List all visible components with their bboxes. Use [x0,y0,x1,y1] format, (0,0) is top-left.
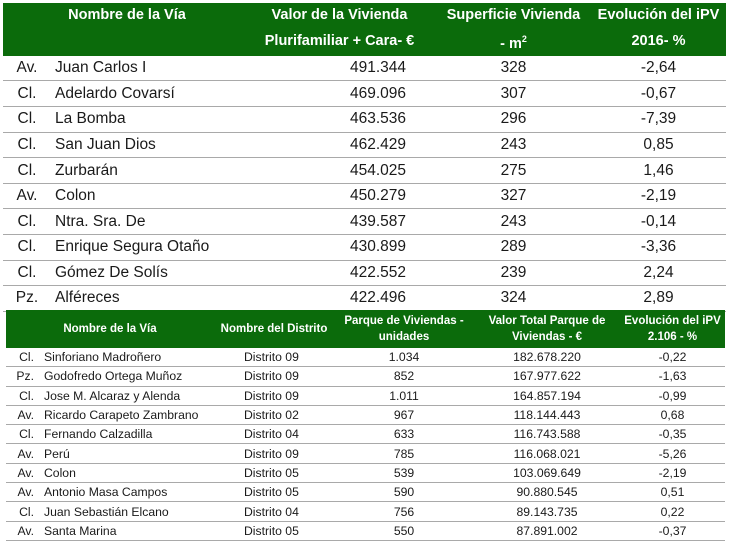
table1-header-row-2: Plurifamiliar + Cara- € - m2 2016- % [3,27,726,56]
table-row: Cl. Juan Sebastián Elcano Distrito 04 75… [6,501,725,522]
table2-header-row: Nombre de la Vía Nombre del Distrito Par… [6,310,725,348]
table-row: Cl. Fernando Calzadilla Distrito 04 633 … [6,424,725,445]
table-row: Cl. Adelardo Covarsí 469.096 307 -0,67 [3,80,726,108]
t1-header-value: Valor de la Vivienda [271,7,408,23]
table-row: Cl. Jose M. Alcaraz y Alenda Distrito 09… [6,386,725,406]
t1-header-street: Nombre de la Vía [68,7,186,23]
t2-header-units: Parque de Viviendas - unidades [344,315,464,343]
table-row: Av. Antonio Masa Campos Distrito 05 590 … [6,482,725,503]
t1-header-surface: Superficie Vivienda [446,7,581,23]
table-row: Av. Colon 450.279 327 -2,19 [3,183,726,210]
housing-stock-table: Nombre de la Vía Nombre del Distrito Par… [6,310,725,541]
table-row: Cl. La Bomba 463.536 296 -7,39 [3,106,726,133]
housing-value-table: Nombre de la Vía Valor de la Vivienda Su… [3,3,726,312]
table-row: Cl. San Juan Dios 462.429 243 0,85 [3,132,726,159]
table-row: Av. Colon Distrito 05 539 103.069.649 -2… [6,463,725,484]
t1-header-surface-sub: - m2 [500,34,527,52]
t2-header-district: Nombre del Distrito [220,323,328,335]
table-row: Cl. Ntra. Sra. De 439.587 243 -0,14 [3,208,726,235]
t2-header-ipv: Evolución del iPV 2.106 - % [624,315,721,343]
table-row: Av. Santa Marina Distrito 05 550 87.891.… [6,521,725,541]
table-row: Av. Perú Distrito 09 785 116.068.021 -5,… [6,443,725,464]
table-row: Cl. Gómez De Solís 422.552 239 2,24 [3,260,726,287]
t1-header-ipv: Evolución del iPV [597,7,720,23]
t1-header-value-sub: Plurifamiliar + Cara- € [264,33,415,50]
table-row: Av. Ricardo Carapeto Zambrano Distrito 0… [6,405,725,426]
table1-header-row-1: Nombre de la Vía Valor de la Vivienda Su… [3,3,726,27]
table-row: Cl. Sinforiano Madroñero Distrito 09 1.0… [6,348,725,368]
table-row: Cl. Enrique Segura Otaño 430.899 289 -3,… [3,234,726,261]
t2-header-total-value: Valor Total Parque de Viviendas - € [488,315,606,343]
table-row: Pz. Godofredo Ortega Muñoz Distrito 09 8… [6,366,725,387]
table-row: Pz. Alféreces 422.496 324 2,89 [3,285,726,312]
t2-header-street: Nombre de la Vía [63,323,157,335]
table-row: Cl. Zurbarán 454.025 275 1,46 [3,157,726,184]
t1-header-ipv-sub: 2016- % [631,33,686,50]
table-row: Av. Juan Carlos I 491.344 328 -2,64 [3,55,726,82]
